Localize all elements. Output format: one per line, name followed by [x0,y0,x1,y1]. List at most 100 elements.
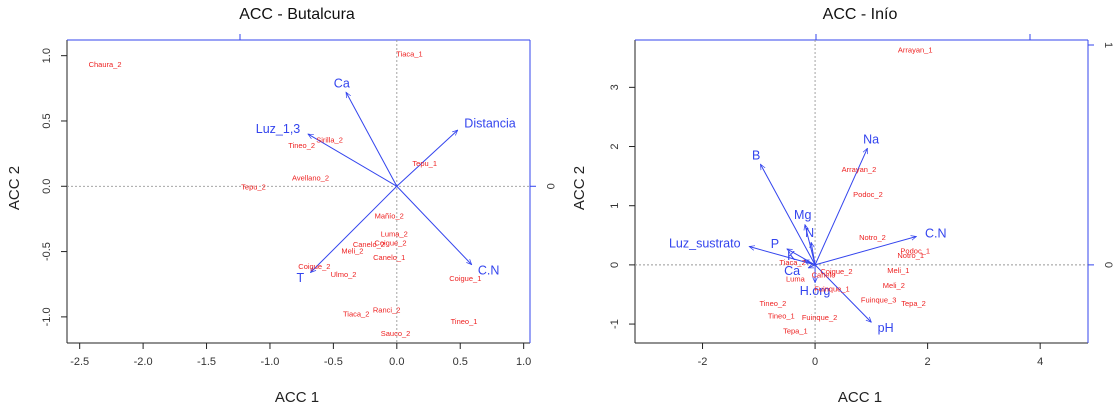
site-label: Tineo_2 [288,141,315,150]
vector-label: B [752,149,760,163]
vector-label: T [297,271,305,285]
right-axis-tick-label: 1 [1102,42,1114,48]
vector-arrow [311,185,398,272]
x-tick-label: 1.0 [516,356,531,368]
chart-title: ACC - Butalcura [239,6,355,23]
x-tick-label: -0.5 [324,356,343,368]
y-tick-label: -1.0 [41,307,53,326]
site-label: Tiaca_2 [779,258,805,267]
vector-label: pH [878,321,894,335]
vector-label: Mg [794,208,811,222]
vector-label: C.N [925,226,947,240]
site-label: Coigue_2 [374,239,406,248]
site-label: Arrayan_1 [898,46,933,55]
x-tick-label: -1.0 [260,356,279,368]
site-label: Luma [786,275,806,284]
vector-label: C.N [478,263,500,277]
vector-label: Luz_sustrato [669,236,741,250]
site-label: Coigue_2 [298,262,330,271]
vector-arrow [814,236,916,266]
site-label: Canelo [812,271,836,280]
site-label: Sirilla_2 [316,136,343,145]
right-axis-tick-label: 0 [1102,262,1114,268]
y-tick-label: 0 [609,262,621,268]
vector-label: Ca [784,264,800,278]
x-tick-label: -2 [698,356,708,368]
vector-arrow [811,242,816,265]
y-axis-title: ACC 2 [6,166,23,210]
vector-label: N [805,226,814,240]
site-label: Coigue_1 [449,274,481,283]
site-label: Luma_2 [381,230,408,239]
site-label: Podoc_1 [900,246,930,255]
site-label: Tiaca_1 [396,49,422,58]
y-tick-label: 0.5 [41,113,53,128]
y-tick-label: 1 [609,203,621,209]
vector-arrow [808,265,816,269]
site-label: Chaura_2 [89,60,122,69]
x-tick-label: 0 [812,356,818,368]
vector-arrow [814,264,871,322]
site-label: Tepa_2 [901,299,926,308]
site-label: Tepu_1 [412,159,437,168]
x-tick-label: 4 [1037,356,1043,368]
site-label: Meli_2 [341,247,363,256]
site-label: Tepa_1 [783,327,808,336]
x-axis-title: ACC 1 [838,389,882,406]
site-label: Coigue_2 [820,267,852,276]
vector-label: Luz_1,3 [256,122,301,136]
y-tick-label: -0.5 [41,242,53,261]
site-label: Meli_1 [887,266,909,275]
site-label: Ulmo_2 [331,270,357,279]
site-label: Meli_2 [883,281,905,290]
right-axis-tick-label: 0 [544,183,556,189]
vector-label: Distancia [464,116,515,130]
vector-arrow [396,130,458,187]
vector-arrow [787,249,816,266]
site-label: Fuinque_3 [861,295,896,304]
vector-arrow [308,134,398,187]
vector-label: P [771,237,779,251]
site-label: Canelo_1 [373,253,405,262]
site-label: Avellano_2 [292,173,329,182]
butalcura-panel: ACC - Butalcura ACC 1 ACC 2 0 -2.5 -2.0 -1.… [6,6,556,406]
x-axis-title: ACC 1 [275,389,319,406]
x-tick-label: 2 [925,356,931,368]
site-label: Tiaca_2 [343,309,369,318]
vector-arrow [760,164,816,266]
x-tick-label: -1.5 [197,356,216,368]
vector-arrow [345,92,398,187]
site-label: Tepu_2 [241,183,266,192]
site-label: Notro_2 [859,233,886,242]
vector-label: Na [863,132,879,146]
y-tick-label: 3 [609,84,621,90]
site-label: Sauco_2 [381,329,411,338]
vector-label: H.org [800,284,831,298]
site-label: Tineo_2 [759,299,786,308]
site-label: Notro_1 [897,251,924,260]
site-label: Ranci_2 [373,305,401,314]
y-axis-title: ACC 2 [571,166,588,210]
vector-arrow [814,148,868,266]
chart-title: ACC - Inío [823,6,898,23]
x-tick-label: -2.0 [134,356,153,368]
site-label: Arrayan_2 [842,165,877,174]
site-label: Podoc_2 [853,190,883,199]
site-label: Tineo_1 [451,317,478,326]
x-tick-label: 0.0 [389,356,404,368]
y-tick-label: 2 [609,143,621,149]
site-label: Tineo_1 [768,311,795,320]
y-tick-label: 0.0 [41,179,53,194]
inio-panel: ACC - Inío ACC 1 ACC 2 0 1 -2 0 2 4 3 2 1 0 -1 Na B M… [571,6,1114,406]
vector-label: Ca [334,77,350,91]
site-label: Fuinque_2 [802,313,837,322]
site-label: Mañío_2 [375,211,404,220]
x-tick-label: -2.5 [70,356,89,368]
site-label: Canelo_2 [353,240,385,249]
y-tick-label: -1 [609,319,621,329]
vector-arrow [396,185,472,264]
x-tick-label: 0.5 [453,356,468,368]
site-label: Fuinque_1 [814,285,849,294]
vector-label: K [787,249,796,263]
